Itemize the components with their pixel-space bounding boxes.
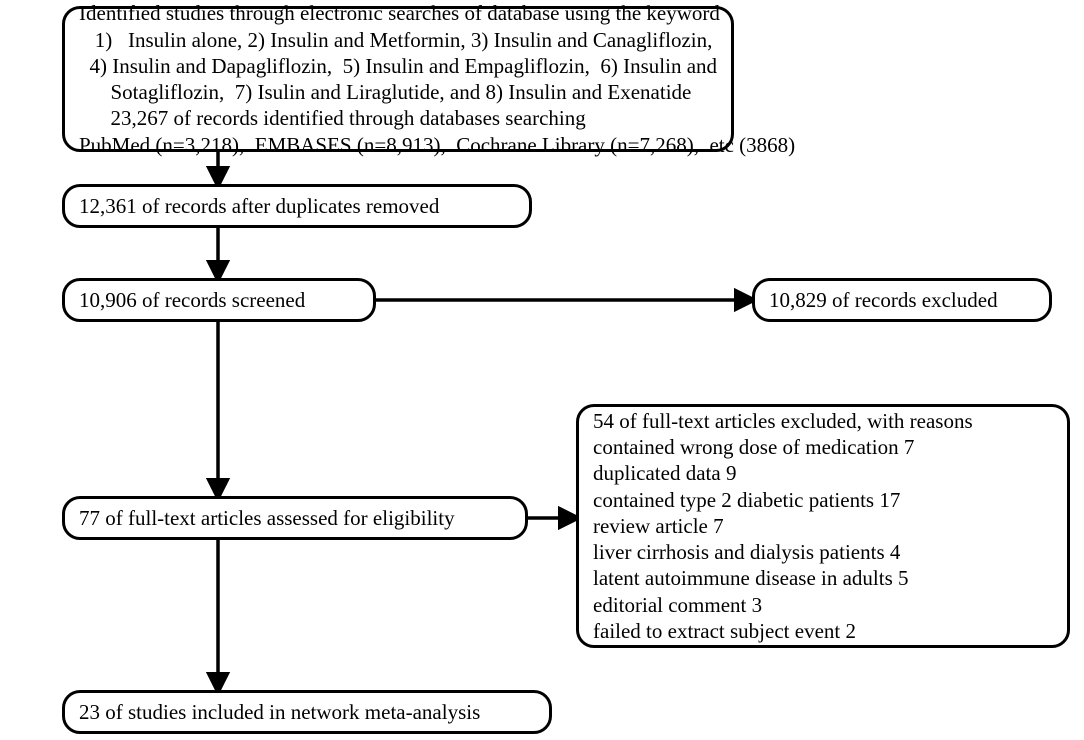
flow-text: 12,361 of records after duplicates remov… [79, 193, 515, 219]
flow-text: 23 of studies included in network meta-a… [79, 699, 535, 725]
flow-text: 4) Insulin and Dapagliflozin, 5) Insulin… [79, 53, 717, 79]
flow-text: contained wrong dose of medication 7 [593, 434, 1053, 460]
flow-text: Sotagliflozin, 7) Isulin and Liraglutide… [79, 79, 717, 105]
flow-text: 77 of full-text articles assessed for el… [79, 505, 511, 531]
flow-text: 54 of full-text articles excluded, with … [593, 408, 1053, 434]
flow-text: 10,829 of records excluded [769, 287, 1035, 313]
flow-text: contained type 2 diabetic patients 17 [593, 487, 1053, 513]
flow-text: liver cirrhosis and dialysis patients 4 [593, 539, 1053, 565]
flow-box-identification: Identified studies through electronic se… [62, 6, 734, 152]
flow-box-after_dup: 12,361 of records after duplicates remov… [62, 184, 532, 228]
flow-text: latent autoimmune disease in adults 5 [593, 565, 1053, 591]
flow-text: 10,906 of records screened [79, 287, 359, 313]
flow-text: Identified studies through electronic se… [79, 0, 717, 26]
flow-text: PubMed (n=3,218), EMBASES (n=8,913), Coc… [79, 132, 717, 158]
flow-box-eligibility: 77 of full-text articles assessed for el… [62, 496, 528, 540]
flow-box-included: 23 of studies included in network meta-a… [62, 690, 552, 734]
flow-text: 1) Insulin alone, 2) Insulin and Metform… [79, 27, 717, 53]
flow-box-excluded_records: 10,829 of records excluded [752, 278, 1052, 322]
flow-text: duplicated data 9 [593, 460, 1053, 486]
flow-text: 23,267 of records identified through dat… [79, 105, 717, 131]
flow-box-screened: 10,906 of records screened [62, 278, 376, 322]
flow-box-excluded_fulltext: 54 of full-text articles excluded, with … [576, 404, 1070, 648]
flow-text: editorial comment 3 [593, 592, 1053, 618]
flow-text: review article 7 [593, 513, 1053, 539]
flow-text: failed to extract subject event 2 [593, 618, 1053, 644]
